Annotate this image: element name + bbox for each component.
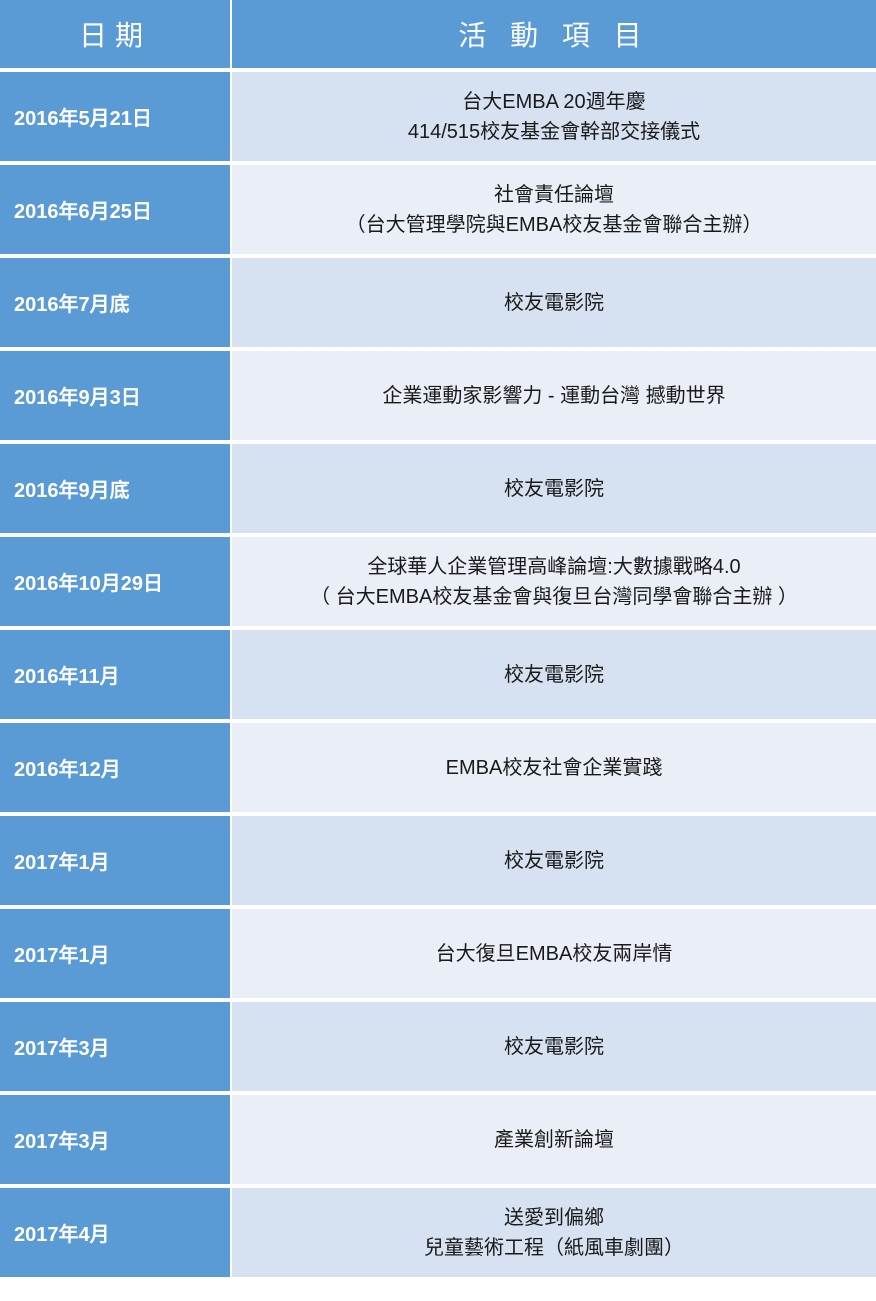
activity-cell: 校友電影院 (232, 630, 876, 719)
table-row: 2017年3月 產業創新論壇 (0, 1091, 876, 1184)
date-cell: 2016年6月25日 (0, 165, 232, 254)
activity-cell: 社會責任論壇（台大管理學院與EMBA校友基金會聯合主辦） (232, 165, 876, 254)
table-row: 2016年10月29日全球華人企業管理高峰論壇:大數據戰略4.0（ 台大EMBA… (0, 533, 876, 626)
table-row: 2016年9月3日 企業運動家影響力 - 運動台灣 撼動世界 (0, 347, 876, 440)
activity-line: 全球華人企業管理高峰論壇:大數據戰略4.0 (367, 552, 740, 582)
activity-line: 兒童藝術工程（紙風車劇團） (424, 1233, 684, 1263)
date-cell: 2016年5月21日 (0, 72, 232, 161)
date-cell: 2016年12月 (0, 723, 232, 812)
activity-cell: 校友電影院 (232, 258, 876, 347)
date-cell: 2016年10月29日 (0, 537, 232, 626)
event-schedule-table: 日期 活 動 項 目 2016年5月21日台大EMBA 20週年慶414/515… (0, 0, 876, 1277)
activity-cell: 產業創新論壇 (232, 1095, 876, 1184)
activity-cell: 送愛到偏鄉兒童藝術工程（紙風車劇團） (232, 1188, 876, 1277)
activity-line: 校友電影院 (504, 288, 604, 318)
activity-line: 台大復旦EMBA校友兩岸情 (436, 939, 673, 969)
table-row: 2016年7月底 校友電影院 (0, 254, 876, 347)
activity-cell: 校友電影院 (232, 816, 876, 905)
activity-line: （ 台大EMBA校友基金會與復旦台灣同學會聯合主辦 ） (310, 582, 798, 612)
date-cell: 2017年3月 (0, 1095, 232, 1184)
activity-cell: 台大EMBA 20週年慶414/515校友基金會幹部交接儀式 (232, 72, 876, 161)
table-row: 2016年9月底 校友電影院 (0, 440, 876, 533)
table-header-row: 日期 活 動 項 目 (0, 0, 876, 68)
table-row: 2016年11月 校友電影院 (0, 626, 876, 719)
activity-cell: 全球華人企業管理高峰論壇:大數據戰略4.0（ 台大EMBA校友基金會與復旦台灣同… (232, 537, 876, 626)
activity-line: 社會責任論壇 (494, 180, 614, 210)
activity-line: 校友電影院 (504, 846, 604, 876)
date-cell: 2017年1月 (0, 816, 232, 905)
date-cell: 2016年9月底 (0, 444, 232, 533)
activity-line: 校友電影院 (504, 474, 604, 504)
table-row: 2017年4月送愛到偏鄉兒童藝術工程（紙風車劇團） (0, 1184, 876, 1277)
activity-line: 校友電影院 (504, 660, 604, 690)
table-row: 2016年12月 EMBA校友社會企業實踐 (0, 719, 876, 812)
date-cell: 2016年11月 (0, 630, 232, 719)
activity-line: 校友電影院 (504, 1032, 604, 1062)
header-activity-column: 活 動 項 目 (232, 0, 876, 68)
date-cell: 2017年3月 (0, 1002, 232, 1091)
date-cell: 2017年4月 (0, 1188, 232, 1277)
activity-line: 414/515校友基金會幹部交接儀式 (408, 117, 700, 147)
table-row: 2016年5月21日台大EMBA 20週年慶414/515校友基金會幹部交接儀式 (0, 68, 876, 161)
table-body: 2016年5月21日台大EMBA 20週年慶414/515校友基金會幹部交接儀式… (0, 68, 876, 1277)
date-cell: 2017年1月 (0, 909, 232, 998)
table-row: 2017年3月 校友電影院 (0, 998, 876, 1091)
activity-line: 企業運動家影響力 - 運動台灣 撼動世界 (382, 381, 725, 411)
activity-cell: 台大復旦EMBA校友兩岸情 (232, 909, 876, 998)
table-row: 2017年1月 台大復旦EMBA校友兩岸情 (0, 905, 876, 998)
activity-cell: 企業運動家影響力 - 運動台灣 撼動世界 (232, 351, 876, 440)
activity-line: 送愛到偏鄉 (504, 1203, 604, 1233)
table-row: 2017年1月 校友電影院 (0, 812, 876, 905)
header-date-column: 日期 (0, 0, 232, 68)
activity-cell: 校友電影院 (232, 1002, 876, 1091)
date-cell: 2016年7月底 (0, 258, 232, 347)
date-cell: 2016年9月3日 (0, 351, 232, 440)
activity-cell: 校友電影院 (232, 444, 876, 533)
activity-cell: EMBA校友社會企業實踐 (232, 723, 876, 812)
activity-line: （台大管理學院與EMBA校友基金會聯合主辦） (346, 210, 763, 240)
table-row: 2016年6月25日社會責任論壇（台大管理學院與EMBA校友基金會聯合主辦） (0, 161, 876, 254)
activity-line: 台大EMBA 20週年慶 (462, 87, 645, 117)
activity-line: 產業創新論壇 (494, 1125, 614, 1155)
activity-line: EMBA校友社會企業實踐 (446, 753, 663, 783)
